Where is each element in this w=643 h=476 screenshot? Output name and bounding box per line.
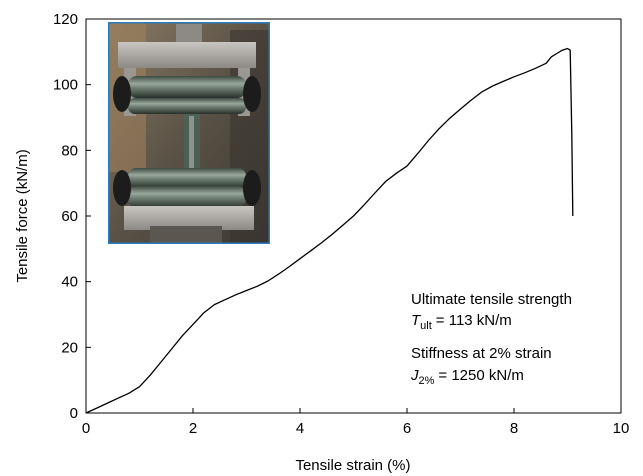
- x-axis-label: Tensile strain (%): [295, 457, 410, 474]
- x-tick-label: 6: [403, 420, 411, 437]
- specimen-photo-inset: [108, 22, 270, 244]
- y-tick-label: 20: [61, 339, 78, 356]
- y-tick-label: 100: [53, 77, 78, 94]
- x-tick-label: 8: [510, 420, 518, 437]
- x-axis-ticks: 0 2 4 6 8 10: [82, 408, 630, 437]
- y-tick-label: 60: [61, 208, 78, 225]
- annotation-ultimate-strength: Ultimate tensile strength Tult = 113 kN/m: [411, 291, 572, 332]
- y-tick-label: 120: [53, 11, 78, 28]
- annotation-ultimate-value: Tult = 113 kN/m: [411, 312, 512, 332]
- y-tick-label: 0: [70, 405, 78, 422]
- annotation-ultimate-title: Ultimate tensile strength: [411, 291, 572, 308]
- y-axis-label: Tensile force (kN/m): [14, 149, 31, 282]
- annotation-stiffness: Stiffness at 2% strain J2% = 1250 kN/m: [410, 345, 552, 387]
- x-tick-label: 2: [189, 420, 197, 437]
- x-tick-label: 0: [82, 420, 90, 437]
- annotation-stiffness-title: Stiffness at 2% strain: [411, 345, 552, 362]
- y-tick-label: 80: [61, 142, 78, 159]
- tensile-curve-line: [85, 47, 574, 414]
- y-axis-ticks: 0 20 40 60 80 100 120: [53, 11, 91, 422]
- y-tick-label: 40: [61, 274, 78, 291]
- x-tick-label: 10: [613, 420, 630, 437]
- annotation-stiffness-value: J2% = 1250 kN/m: [410, 367, 524, 387]
- x-tick-label: 4: [296, 420, 304, 437]
